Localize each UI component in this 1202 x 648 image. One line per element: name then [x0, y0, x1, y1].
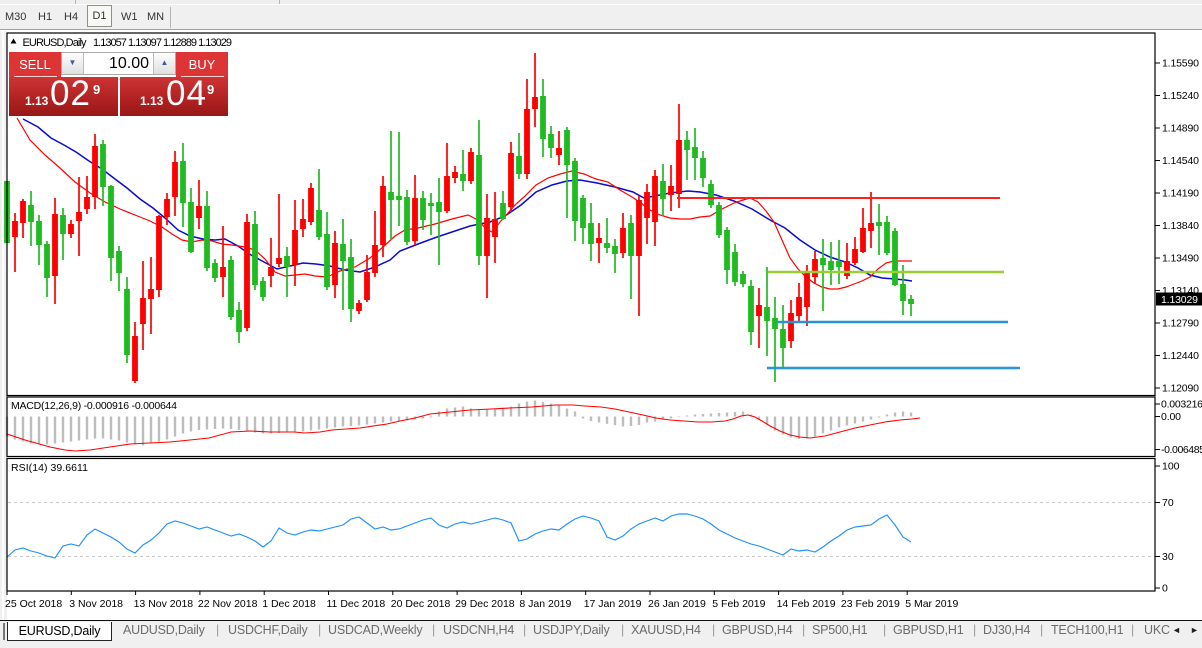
svg-text:25 Oct 2018: 25 Oct 2018	[5, 598, 62, 610]
svg-text:14 Feb 2019: 14 Feb 2019	[777, 598, 836, 610]
svg-text:1.13840: 1.13840	[1162, 220, 1199, 232]
svg-text:1.13490: 1.13490	[1162, 253, 1199, 265]
svg-text:RSI(14) 39.6611: RSI(14) 39.6611	[11, 462, 88, 474]
svg-text:23 Feb 2019: 23 Feb 2019	[841, 598, 900, 610]
svg-text:-0.006485: -0.006485	[1161, 444, 1202, 456]
svg-text:1.12440: 1.12440	[1162, 350, 1199, 362]
svg-text:29 Dec 2018: 29 Dec 2018	[455, 598, 515, 610]
svg-text:17 Jan 2019: 17 Jan 2019	[584, 598, 642, 610]
svg-text:20 Dec 2018: 20 Dec 2018	[391, 598, 451, 610]
svg-text:1 Dec 2018: 1 Dec 2018	[262, 598, 316, 610]
svg-text:MACD(12,26,9) -0.000916 -0.000: MACD(12,26,9) -0.000916 -0.000644	[11, 400, 177, 412]
svg-text:0.003216: 0.003216	[1161, 399, 1202, 411]
svg-text:1.15590: 1.15590	[1162, 58, 1199, 70]
svg-text:EURUSD,Daily: EURUSD,Daily	[23, 37, 88, 49]
svg-text:5 Feb 2019: 5 Feb 2019	[712, 598, 765, 610]
svg-text:26 Jan 2019: 26 Jan 2019	[648, 598, 706, 610]
svg-text:70: 70	[1162, 497, 1174, 509]
svg-text:1.12790: 1.12790	[1162, 318, 1199, 330]
svg-text:1.14190: 1.14190	[1162, 188, 1199, 200]
svg-text:0: 0	[1162, 583, 1168, 595]
svg-text:1.15240: 1.15240	[1162, 90, 1199, 102]
svg-text:8 Jan 2019: 8 Jan 2019	[519, 598, 571, 610]
svg-text:11 Dec 2018: 11 Dec 2018	[327, 598, 386, 610]
svg-text:30: 30	[1162, 551, 1174, 563]
svg-text:1.13029: 1.13029	[1161, 294, 1198, 306]
svg-text:100: 100	[1162, 461, 1180, 473]
svg-text:3 Nov 2018: 3 Nov 2018	[69, 598, 123, 610]
svg-text:5 Mar 2019: 5 Mar 2019	[905, 598, 958, 610]
svg-text:1.13057 1.13097 1.12889 1.1302: 1.13057 1.13097 1.12889 1.13029	[93, 37, 232, 49]
svg-text:1.12090: 1.12090	[1162, 383, 1199, 395]
svg-text:1.14540: 1.14540	[1162, 155, 1199, 167]
svg-text:1.14890: 1.14890	[1162, 123, 1199, 135]
svg-text:0.00: 0.00	[1161, 411, 1181, 423]
svg-text:13 Nov 2018: 13 Nov 2018	[134, 598, 194, 610]
svg-text:22 Nov 2018: 22 Nov 2018	[198, 598, 258, 610]
